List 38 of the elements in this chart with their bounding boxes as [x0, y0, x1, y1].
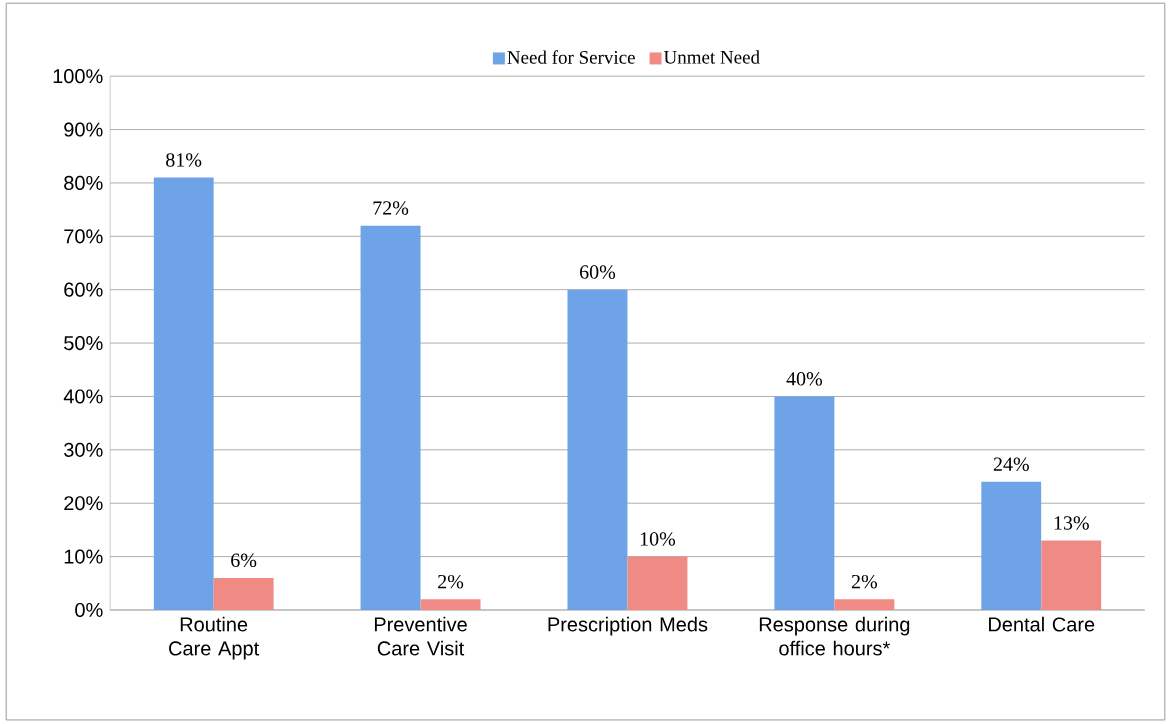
data-label: 2%: [851, 574, 878, 589]
data-label: 13%: [1054, 516, 1089, 530]
x-tick-label: Prescription Meds: [548, 616, 708, 636]
x-tick-label: Preventive Care Visit: [374, 616, 467, 656]
y-tick-label: 0%: [75, 602, 103, 617]
bar: [360, 225, 421, 610]
x-tick-label: Response during office hours*: [759, 616, 910, 656]
bar: [774, 396, 835, 610]
bar: [1041, 540, 1102, 610]
data-label: 40%: [786, 371, 823, 386]
data-label: 10%: [640, 532, 676, 546]
bar: [213, 577, 274, 610]
bar: [153, 177, 214, 610]
legend-label: Need for Service: [507, 50, 635, 64]
y-tick-label: 100%: [53, 69, 103, 84]
y-tick-label: 20%: [64, 496, 103, 511]
data-label: 72%: [373, 201, 409, 215]
y-tick-label: 70%: [64, 229, 103, 244]
bar: [834, 599, 895, 610]
data-label: 2%: [438, 574, 464, 589]
y-tick-label: 40%: [63, 389, 103, 404]
x-tick-label: Routine Care Appt: [169, 616, 260, 660]
legend-label: Unmet Need: [663, 50, 760, 64]
data-label: 81%: [166, 153, 202, 167]
y-tick-label: 10%: [64, 549, 103, 564]
y-tick-label: 80%: [64, 175, 103, 190]
bar: [567, 289, 628, 610]
bar: [981, 481, 1042, 610]
data-label: 6%: [231, 553, 257, 568]
data-label: 60%: [580, 265, 616, 279]
y-tick-label: 60%: [64, 282, 103, 297]
y-tick-label: 50%: [64, 335, 103, 351]
data-label: 24%: [993, 457, 1029, 471]
y-tick-label: 90%: [64, 122, 103, 137]
bar: [627, 556, 688, 610]
bar: [420, 599, 481, 610]
y-tick-label: 30%: [64, 442, 103, 457]
x-tick-label: Dental Care: [989, 616, 1095, 632]
